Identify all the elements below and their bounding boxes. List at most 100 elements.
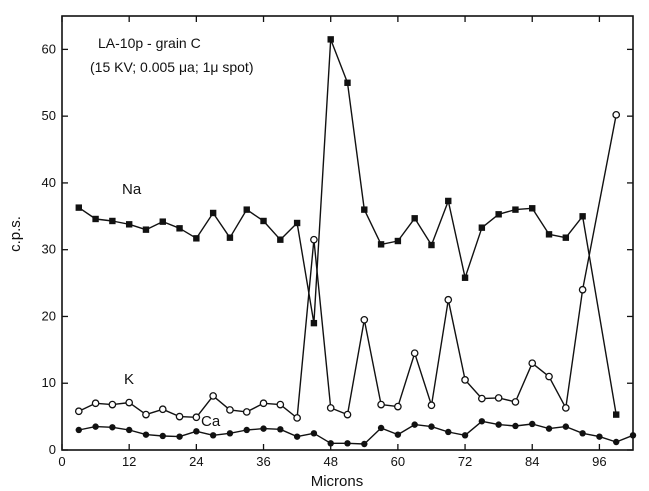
data-point-ca xyxy=(596,433,603,440)
data-point-ca xyxy=(478,418,486,425)
data-point-ca xyxy=(361,440,368,448)
data-point-ca xyxy=(529,420,536,428)
x-tick-label: 96 xyxy=(592,454,606,469)
data-point-ca xyxy=(629,432,637,439)
x-tick-label: 24 xyxy=(189,454,203,469)
annotation-line-1: LA-10p - grain C xyxy=(98,35,201,51)
data-point-k xyxy=(158,405,167,414)
data-point-na xyxy=(125,221,133,228)
data-point-k xyxy=(578,285,587,294)
series-ca xyxy=(75,418,637,448)
data-point-ca xyxy=(176,433,183,440)
data-point-na xyxy=(344,79,351,86)
data-point-k xyxy=(377,400,385,409)
data-point-k xyxy=(511,398,520,406)
data-point-na xyxy=(243,206,250,213)
data-point-ca xyxy=(260,425,267,432)
data-point-na xyxy=(293,219,301,227)
data-point-k xyxy=(494,394,503,402)
data-point-na xyxy=(226,234,234,241)
data-point-ca xyxy=(327,440,334,447)
data-point-ca xyxy=(445,428,452,436)
series-na xyxy=(75,36,620,418)
data-point-na xyxy=(394,237,402,245)
data-point-k xyxy=(410,349,419,358)
data-point-ca xyxy=(394,431,402,438)
data-point-na xyxy=(495,211,502,218)
x-tick-label: 72 xyxy=(458,454,472,469)
axis-ticks: 0 12 24 36 48 60 72 84 96 0 10 20 30 40 50 60 xyxy=(42,16,633,469)
y-tick-label: 0 xyxy=(49,442,56,457)
data-point-ca xyxy=(243,426,250,434)
data-point-na xyxy=(193,235,200,242)
data-point-ca xyxy=(159,432,166,440)
data-point-ca xyxy=(545,425,553,432)
data-point-na xyxy=(361,206,368,213)
series-label-ca: Ca xyxy=(201,413,221,430)
data-point-k xyxy=(276,400,285,409)
y-tick-label: 40 xyxy=(42,175,56,190)
series-k xyxy=(74,110,621,422)
data-point-k xyxy=(343,410,352,419)
data-point-ca xyxy=(75,426,82,434)
data-point-ca xyxy=(512,422,519,430)
data-point-k xyxy=(108,400,117,409)
x-tick-label: 60 xyxy=(391,454,405,469)
data-point-na xyxy=(579,213,586,220)
data-point-k xyxy=(175,412,184,421)
x-tick-label: 12 xyxy=(122,454,136,469)
data-point-ca xyxy=(142,431,150,438)
series-line-ca xyxy=(78,420,634,445)
data-point-na xyxy=(327,36,334,43)
data-point-na xyxy=(461,274,469,281)
data-point-k xyxy=(74,407,83,416)
data-point-na xyxy=(512,206,519,213)
data-point-ca xyxy=(277,426,284,433)
data-point-k xyxy=(427,401,436,410)
data-point-k xyxy=(444,295,453,304)
data-point-k xyxy=(478,394,486,403)
x-tick-label: 36 xyxy=(256,454,270,469)
data-point-na xyxy=(529,205,536,212)
data-point-ca xyxy=(495,421,502,428)
y-tick-label: 20 xyxy=(42,308,56,323)
annotation-line-2: (15 KV; 0.005 μa; 1μ spot) xyxy=(90,59,253,75)
series-label-k: K xyxy=(124,371,134,388)
data-point-ca xyxy=(92,423,99,430)
data-point-k xyxy=(142,410,150,419)
series-layer xyxy=(74,36,637,448)
data-point-na xyxy=(142,226,150,233)
data-point-k xyxy=(293,414,301,422)
data-point-ca xyxy=(125,426,133,434)
data-point-na xyxy=(428,241,435,249)
data-point-k xyxy=(528,359,537,368)
plot-frame xyxy=(61,15,634,451)
data-point-na xyxy=(310,319,318,327)
data-point-k xyxy=(259,399,268,408)
data-point-ca xyxy=(193,428,200,435)
data-point-k xyxy=(125,398,134,407)
data-point-k xyxy=(612,110,621,119)
data-point-na xyxy=(377,241,385,248)
data-point-k xyxy=(91,399,100,408)
x-tick-label: 48 xyxy=(323,454,337,469)
data-point-na xyxy=(109,217,116,225)
data-point-na xyxy=(92,215,99,223)
series-line-na xyxy=(78,38,617,415)
data-point-ca xyxy=(109,424,116,431)
data-point-k xyxy=(545,372,553,381)
data-point-k xyxy=(310,235,318,244)
data-point-k xyxy=(192,413,201,422)
data-point-ca xyxy=(613,438,620,446)
x-tick-label: 84 xyxy=(525,454,539,469)
y-tick-label: 30 xyxy=(42,242,56,257)
data-point-na xyxy=(159,218,166,225)
y-tick-label: 10 xyxy=(42,375,56,390)
data-point-k xyxy=(561,404,570,412)
data-point-na xyxy=(277,236,284,243)
data-point-k xyxy=(226,406,234,414)
x-tick-label: 0 xyxy=(58,454,65,469)
data-point-ca xyxy=(428,423,435,430)
data-point-ca xyxy=(293,433,301,440)
